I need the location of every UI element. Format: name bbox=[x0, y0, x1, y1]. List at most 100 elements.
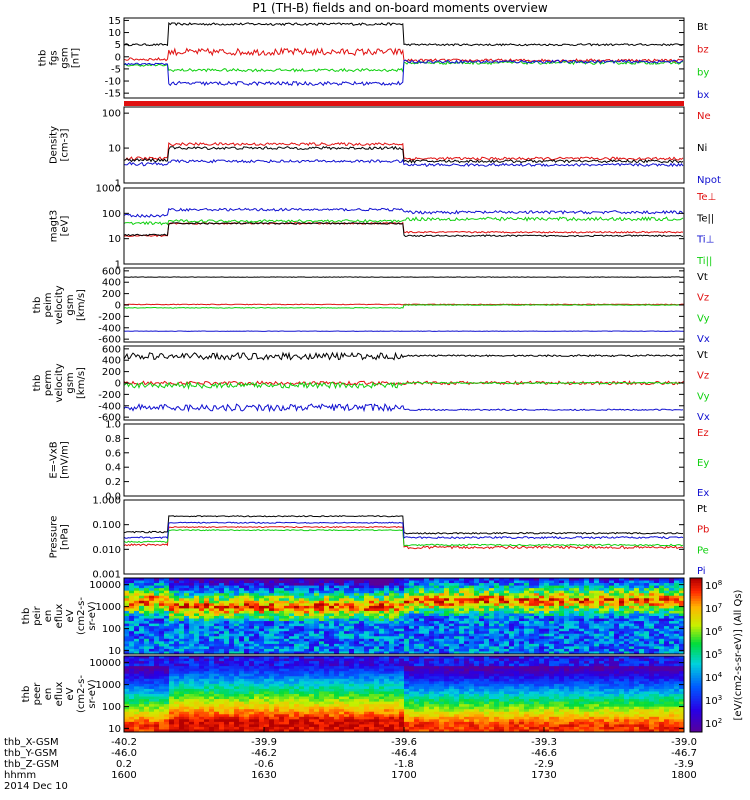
peer-cell bbox=[254, 668, 260, 672]
peer-cell bbox=[159, 681, 165, 685]
peir-cell bbox=[239, 608, 245, 612]
peer-cell bbox=[139, 716, 145, 720]
peir-cell bbox=[459, 616, 465, 619]
peir-cell bbox=[504, 605, 510, 609]
peer-cell bbox=[174, 704, 180, 708]
peer-cell bbox=[214, 719, 220, 723]
peer-cell bbox=[124, 683, 130, 687]
peer-cell bbox=[159, 671, 165, 675]
peir-cell bbox=[539, 633, 545, 637]
peer-cell bbox=[239, 658, 245, 662]
peer-cell bbox=[254, 699, 260, 702]
peer-cell bbox=[224, 671, 230, 675]
peir-cell bbox=[169, 641, 175, 645]
peir-cell bbox=[439, 580, 445, 584]
peir-cell bbox=[159, 618, 165, 622]
peer-cell bbox=[179, 663, 185, 667]
peir-cell bbox=[539, 590, 545, 594]
peer-cell bbox=[289, 706, 295, 710]
peir-cell bbox=[519, 646, 525, 650]
peer-cell bbox=[224, 694, 230, 697]
peir-cell bbox=[179, 605, 185, 609]
peir-cell bbox=[454, 590, 460, 594]
peir-cell bbox=[154, 598, 160, 602]
peir-cell bbox=[419, 600, 425, 604]
perm-ytick-label: 200 bbox=[102, 367, 121, 378]
peir-cell bbox=[214, 633, 220, 637]
peir-cell bbox=[344, 588, 350, 592]
peer-cell bbox=[324, 691, 330, 695]
peir-cell bbox=[214, 618, 220, 622]
peer-cell bbox=[159, 666, 165, 670]
peir-cell bbox=[424, 638, 430, 642]
peir-cell bbox=[234, 636, 240, 640]
peir-cell bbox=[244, 603, 250, 607]
peir-cell bbox=[494, 631, 500, 635]
peir-cell bbox=[249, 636, 255, 640]
peer-cell bbox=[229, 686, 235, 690]
peir-cell bbox=[579, 593, 585, 597]
peer-cell bbox=[329, 656, 335, 659]
peer-cell bbox=[194, 709, 200, 713]
peir-cell bbox=[264, 646, 270, 650]
peer-cell bbox=[274, 694, 280, 697]
peir-cell bbox=[149, 605, 155, 609]
peir-cell bbox=[589, 583, 595, 586]
density-legend-2: Npot bbox=[697, 175, 721, 186]
peir-cell bbox=[144, 580, 150, 584]
pressure-ytick-label: 1.000 bbox=[92, 496, 121, 507]
peir-cell bbox=[354, 646, 360, 650]
peer-cell bbox=[264, 694, 270, 697]
peir-cell bbox=[374, 641, 380, 645]
peer-cell bbox=[234, 658, 240, 662]
peir-cell bbox=[484, 626, 490, 630]
peer-cell bbox=[309, 676, 315, 680]
peir-cell bbox=[214, 580, 220, 584]
peir-cell bbox=[309, 621, 315, 624]
peir-cell bbox=[389, 631, 395, 635]
peir-cell bbox=[619, 610, 625, 614]
peer-cell bbox=[279, 676, 285, 680]
peir-cell bbox=[299, 585, 305, 589]
peer-cell bbox=[294, 676, 300, 680]
peir-cell bbox=[259, 583, 265, 586]
peir-cell bbox=[369, 580, 375, 584]
peer-cell bbox=[309, 683, 315, 687]
peir-cell bbox=[474, 651, 480, 655]
peer-cell bbox=[239, 701, 245, 705]
peer-cell bbox=[139, 726, 145, 730]
peir-cell bbox=[174, 651, 180, 655]
peir-cell bbox=[129, 598, 135, 602]
peir-cell bbox=[624, 605, 630, 609]
peir-cell bbox=[494, 641, 500, 645]
peer-cell bbox=[314, 711, 320, 715]
peir-cell bbox=[534, 633, 540, 637]
peer-cell bbox=[244, 678, 250, 682]
peer-cell bbox=[264, 729, 270, 733]
peer-cell bbox=[179, 729, 185, 733]
peir-cell bbox=[164, 626, 170, 630]
peer-cell bbox=[349, 694, 355, 697]
peir-cell bbox=[249, 613, 255, 617]
peir-cell bbox=[509, 588, 515, 592]
peir-cell bbox=[424, 578, 430, 581]
peer-cell bbox=[204, 656, 210, 659]
peir-cell bbox=[564, 623, 570, 627]
peir-cell bbox=[359, 583, 365, 586]
peer-cell bbox=[309, 661, 315, 664]
peir-cell bbox=[574, 623, 580, 627]
peir-cell bbox=[339, 646, 345, 650]
peir-cell bbox=[209, 600, 215, 604]
peir-cell bbox=[349, 610, 355, 614]
peir-cell bbox=[459, 603, 465, 607]
peir-cell bbox=[379, 648, 385, 652]
peer-cell bbox=[299, 699, 305, 702]
peir-cell bbox=[144, 583, 150, 586]
peir-cell bbox=[199, 618, 205, 622]
peir-cell bbox=[139, 578, 145, 581]
peir-cell bbox=[559, 621, 565, 624]
peir-cell bbox=[379, 578, 385, 581]
peir-cell bbox=[469, 585, 475, 589]
peir-cell bbox=[624, 578, 630, 581]
peir-cell bbox=[314, 598, 320, 602]
